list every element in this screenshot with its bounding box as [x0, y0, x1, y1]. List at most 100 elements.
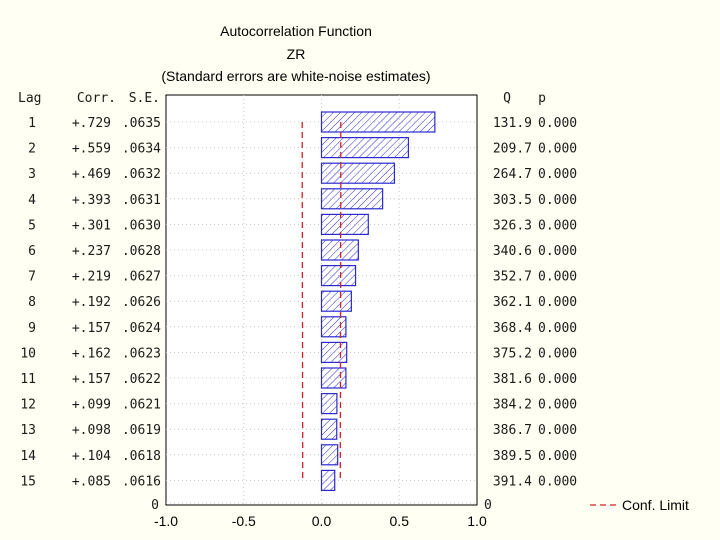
legend-label-conf-limit: Conf. Limit: [622, 497, 689, 513]
row-corr: +.157: [72, 372, 111, 387]
row-corr: +.393: [72, 193, 111, 208]
row-q: 384.2: [493, 398, 532, 413]
acf-bar: [320, 188, 384, 210]
x-tick-label: 1.0: [467, 513, 487, 529]
row-q: 303.5: [493, 193, 532, 208]
x-tick-label: -0.5: [232, 513, 256, 529]
row-p: 0.000: [538, 423, 577, 438]
chart-note: (Standard errors are white-noise estimat…: [161, 68, 431, 84]
row-lag: 2: [28, 142, 36, 157]
row-p: 0.000: [538, 372, 577, 387]
row-p: 0.000: [538, 449, 577, 464]
acf-bar: [320, 239, 359, 261]
row-q: 389.5: [493, 449, 532, 464]
acf-bar: [320, 162, 396, 184]
row-q: 264.7: [493, 167, 532, 182]
row-corr: +.098: [72, 423, 111, 438]
row-p: 0.000: [538, 193, 577, 208]
x-tick-label: 0.0: [312, 513, 332, 529]
chart-title: Autocorrelation Function: [220, 23, 372, 39]
row-se: .0622: [122, 372, 161, 387]
row-corr: +.219: [72, 270, 111, 285]
acf-bar: [320, 393, 338, 415]
row-corr: +.162: [72, 346, 111, 361]
row-corr: +.301: [72, 218, 111, 233]
row-p: 0.000: [538, 295, 577, 310]
row-corr: +.729: [72, 116, 111, 131]
row-corr: +.559: [72, 142, 111, 157]
row-p: 0.000: [538, 244, 577, 259]
header-p: p: [538, 91, 546, 106]
header-se: S.E.: [129, 91, 160, 106]
acf-bar: [320, 444, 339, 466]
row-lag: 3: [28, 167, 36, 182]
row-lag: 15: [20, 474, 36, 489]
row-p: 0.000: [538, 116, 577, 131]
row-q: 326.3: [493, 218, 532, 233]
acf-bar: [320, 265, 357, 287]
row-lag: 9: [28, 321, 36, 336]
header-lag: Lag: [18, 91, 41, 106]
acf-bar: [320, 316, 347, 338]
acf-bar: [320, 418, 338, 440]
row-corr: +.192: [72, 295, 111, 310]
acf-bar: [320, 213, 369, 235]
row-se: .0634: [122, 142, 161, 157]
acf-bar: [320, 341, 348, 363]
row-lag: 5: [28, 218, 36, 233]
row-lag: 13: [20, 423, 36, 438]
row-corr: +.157: [72, 321, 111, 336]
row-se: .0626: [122, 295, 161, 310]
acf-bar: [320, 290, 352, 312]
header-q: Q: [503, 91, 511, 106]
row-lag: 11: [20, 372, 36, 387]
row-lag: 4: [28, 193, 36, 208]
row-corr: +.104: [72, 449, 111, 464]
row-corr: +.099: [72, 398, 111, 413]
row-p: 0.000: [538, 398, 577, 413]
row-se: .0631: [122, 193, 161, 208]
row-lag: 1: [28, 116, 36, 131]
row-se: .0627: [122, 270, 161, 285]
row-se: .0630: [122, 218, 161, 233]
row-q: 368.4: [493, 321, 532, 336]
row-lag: 7: [28, 270, 36, 285]
row-se: .0635: [122, 116, 161, 131]
row-lag: 6: [28, 244, 36, 259]
row-p: 0.000: [538, 346, 577, 361]
row-q: 340.6: [493, 244, 532, 259]
row-p: 0.000: [538, 474, 577, 489]
chart-subtitle: ZR: [286, 46, 306, 62]
row-p: 0.000: [538, 321, 577, 336]
row-q: 375.2: [493, 346, 532, 361]
row-q: 209.7: [493, 142, 532, 157]
row-q: 131.9: [493, 116, 532, 131]
row-corr: +.237: [72, 244, 111, 259]
row-p: 0.000: [538, 270, 577, 285]
row-se: .0623: [122, 346, 161, 361]
row-se: .0616: [122, 474, 161, 489]
row-q: 362.1: [493, 295, 532, 310]
row-lag: 10: [20, 346, 36, 361]
acf-bar: [320, 111, 436, 133]
acf-bar: [320, 367, 347, 389]
row-se: .0632: [122, 167, 161, 182]
row-p: 0.000: [538, 218, 577, 233]
x-tick-label: -1.0: [154, 513, 178, 529]
row-lag: 14: [20, 449, 36, 464]
row-p: 0.000: [538, 142, 577, 157]
bottom-q-zero: 0: [484, 498, 492, 513]
bottom-lag-zero: 0: [151, 498, 159, 513]
row-lag: 12: [20, 398, 36, 413]
row-q: 386.7: [493, 423, 532, 438]
row-corr: +.469: [72, 167, 111, 182]
row-se: .0624: [122, 321, 161, 336]
row-se: .0628: [122, 244, 161, 259]
row-se: .0619: [122, 423, 161, 438]
x-tick-label: 0.5: [390, 513, 410, 529]
row-q: 391.4: [493, 474, 532, 489]
row-p: 0.000: [538, 167, 577, 182]
acf-bar: [320, 469, 336, 491]
